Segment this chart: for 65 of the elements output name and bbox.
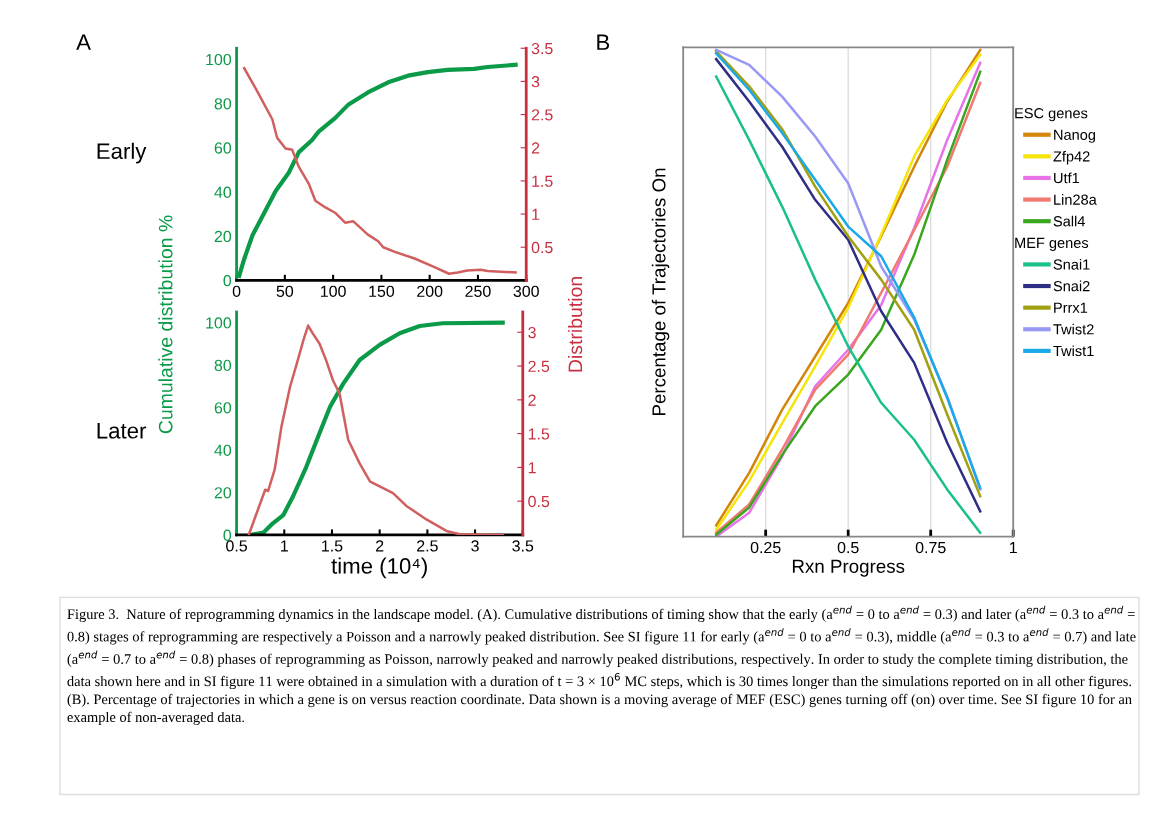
legend-label: Utf1 bbox=[1054, 172, 1079, 184]
y2-tick-label: 2.5 bbox=[531, 109, 553, 121]
y2-tick-label: 1.5 bbox=[532, 175, 553, 187]
y-axis-title: Percentage of Trajectories On bbox=[651, 168, 670, 416]
text: Later bbox=[97, 423, 147, 439]
x-tick-label: 0.5 bbox=[226, 540, 247, 552]
y-tick-label: 100 bbox=[206, 317, 232, 329]
y-tick-label: 20 bbox=[214, 487, 232, 499]
x-axis-title: Rxn Progress bbox=[792, 559, 905, 577]
y-tick-label: 0 bbox=[223, 529, 232, 541]
x-tick-label: 3.5 bbox=[512, 540, 534, 552]
y2-tick-label: 1 bbox=[528, 462, 536, 474]
legend-label: Prrx1 bbox=[1054, 302, 1088, 313]
text: MEF genes bbox=[1015, 237, 1089, 251]
text: Early bbox=[97, 142, 147, 164]
y-tick-label: 40 bbox=[214, 186, 232, 198]
x-tick-label: 0.5 bbox=[837, 541, 859, 554]
text: ESC genes bbox=[1015, 108, 1088, 122]
x-tick-label: 300 bbox=[513, 285, 539, 297]
x-tick-label: 1 bbox=[281, 540, 288, 552]
text: B bbox=[597, 34, 610, 50]
y2-tick-label: 3 bbox=[531, 76, 540, 88]
y-axis-title: Cumulative distribution % bbox=[158, 215, 173, 434]
x-tick-label: 0.75 bbox=[915, 541, 946, 554]
y-tick-label: 0 bbox=[223, 275, 232, 287]
legend-label: Nanog bbox=[1054, 129, 1096, 143]
y2-tick-label: 1.5 bbox=[528, 428, 550, 440]
x-tick-label: 1.5 bbox=[322, 540, 343, 552]
y2-tick-label: 0.5 bbox=[531, 241, 553, 254]
legend-label: Sall4 bbox=[1053, 215, 1085, 227]
legend-label: Lin28a bbox=[1054, 194, 1097, 205]
legend-label: Snai1 bbox=[1053, 258, 1090, 270]
y2-tick-label: 2.5 bbox=[528, 360, 550, 372]
y2-tick-label: 0.5 bbox=[528, 495, 550, 508]
y-tick-label: 60 bbox=[214, 142, 232, 154]
y-tick-label: 40 bbox=[214, 444, 232, 456]
y-tick-label: 20 bbox=[214, 230, 232, 243]
x-tick-label: 200 bbox=[417, 285, 443, 297]
text: Figure 3. Nature of reprogramming dynamics in the landscape model. (A). Cumulative distributions of timing show that the early (a$^{end}$ = 0 to a$^{end}$ = 0.3) and later (a$^{end}$ = 0.3 to a$^{end}$ = 0.8) stages of reprogramming are respectively a Poisson and a narrowly peaked distribution. See SI figure 11 for early (a$^{end}$ = 0 to a$^{end}$ = 0.3), middle (a$^{end}$ = 0.3 to a$^{end}$ = 0.7) and late (a$^{end}$ = 0.7 to a$^{end}$ = 0.8) phases of reprogramming as Poisson, narrowly peaked and narrowly peaked distributions, respectively. In order to study the complete timing distribution, the data shown here and in SI figure 11 were obtained in a simulation with a duration of t = 3 × 10$^{6}$ MC steps, which is 30 times longer than the simulations reported on in all other figures. (B). Percentage of trajectories in which a gene is on versus reaction coordinate. Data shown is a moving average of MEF (ESC) genes turning off (on) over time. See SI figure 10 for an example of non-averaged data. bbox=[67, 605, 1136, 726]
x-tick-label: 0 bbox=[232, 285, 241, 297]
y2-tick-label: 3 bbox=[528, 326, 536, 339]
x-tick-label: 1 bbox=[1009, 542, 1017, 554]
x-tick-label: 0.25 bbox=[750, 541, 781, 554]
x-tick-label: 3 bbox=[471, 540, 479, 552]
x-tick-label: 2.5 bbox=[417, 540, 438, 552]
y-tick-label: 80 bbox=[214, 359, 232, 372]
y-tick-label: 80 bbox=[214, 98, 232, 110]
text: A bbox=[76, 34, 91, 50]
legend-label: Twist1 bbox=[1053, 345, 1094, 357]
legend-label: Zfp42 bbox=[1053, 150, 1090, 165]
x-axis-title: time (10⁴) bbox=[331, 557, 427, 579]
y2-tick-label: 1 bbox=[532, 208, 540, 220]
y2-tick-label: 2 bbox=[528, 394, 536, 406]
x-tick-label: 250 bbox=[465, 285, 491, 297]
legend-label: Snai2 bbox=[1053, 280, 1090, 292]
y2-tick-label: 2 bbox=[531, 142, 540, 154]
y-tick-label: 100 bbox=[206, 53, 232, 66]
y2-axis-title: Distribution bbox=[567, 277, 583, 372]
y-tick-label: 60 bbox=[214, 402, 232, 414]
x-tick-label: 150 bbox=[369, 285, 395, 297]
x-tick-label: 100 bbox=[321, 285, 346, 297]
y2-tick-label: 3.5 bbox=[531, 42, 553, 55]
legend-label: Twist2 bbox=[1053, 323, 1094, 335]
x-tick-label: 50 bbox=[276, 285, 294, 297]
x-tick-label: 2 bbox=[376, 540, 384, 552]
